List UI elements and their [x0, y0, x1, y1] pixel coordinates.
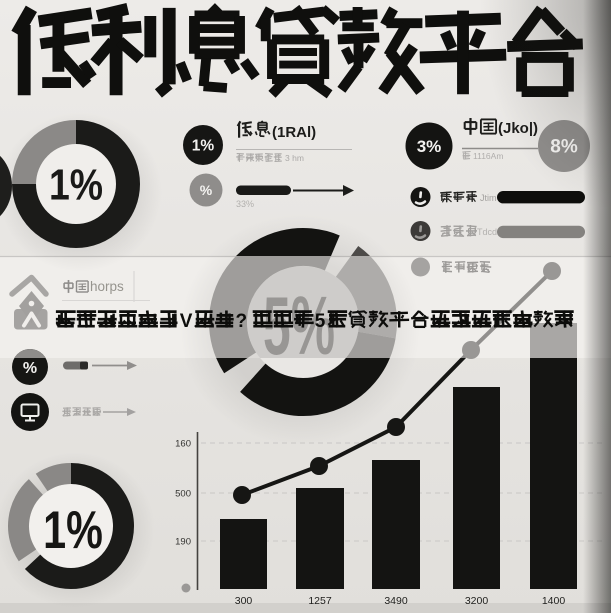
svg-text:3490: 3490 [384, 595, 408, 607]
svg-text:160: 160 [175, 439, 191, 450]
svg-text:1257: 1257 [308, 595, 332, 607]
svg-text:V: V [180, 311, 193, 332]
svg-text:?: ? [235, 311, 247, 332]
svg-text:190: 190 [175, 537, 191, 548]
svg-text:5: 5 [315, 311, 326, 332]
svg-text:3200: 3200 [465, 595, 489, 607]
svg-text:1%: 1% [43, 501, 103, 560]
svg-text:33%: 33% [236, 199, 254, 209]
svg-text:500: 500 [175, 489, 191, 500]
svg-text:1%: 1% [49, 160, 103, 210]
svg-text:Tdcd: Tdcd [477, 227, 497, 237]
svg-text:%: % [200, 182, 213, 198]
svg-text:300: 300 [235, 595, 253, 607]
svg-text:1400: 1400 [542, 595, 566, 607]
svg-text:(1RAl): (1RAl) [272, 124, 316, 141]
svg-text:%: % [23, 360, 37, 377]
svg-text:1%: 1% [192, 138, 215, 155]
svg-text:horps: horps [90, 279, 124, 294]
svg-text:3 hm: 3 hm [285, 153, 304, 163]
svg-text:3%: 3% [417, 137, 442, 156]
